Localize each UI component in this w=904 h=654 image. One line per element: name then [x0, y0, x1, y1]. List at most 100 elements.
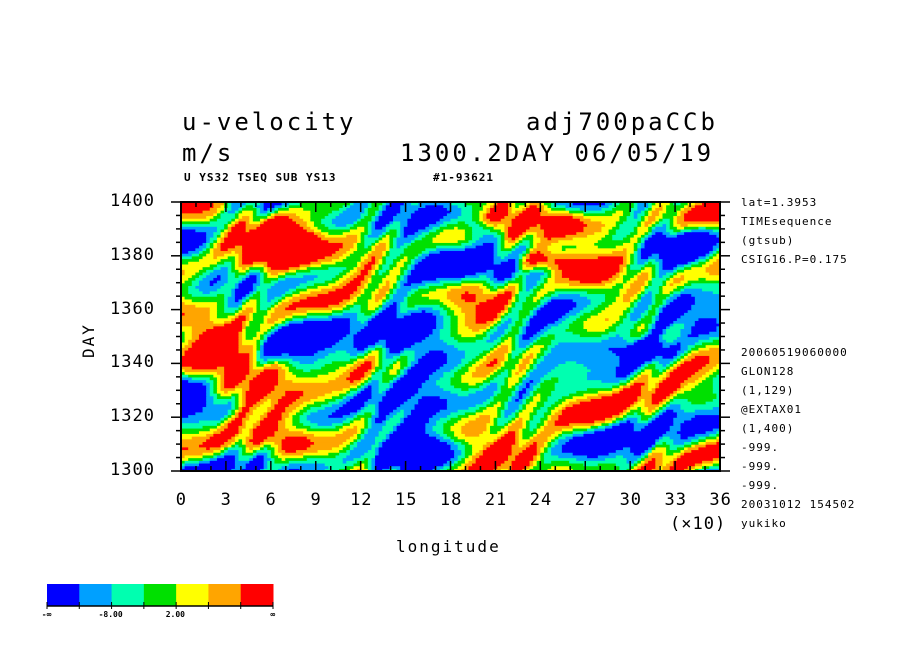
heat-cell [400, 368, 405, 373]
heat-cell [213, 266, 222, 270]
heat-cell [587, 387, 613, 391]
heat-cell [410, 212, 448, 217]
heat-cell [263, 352, 283, 356]
heat-cell [285, 436, 308, 440]
heat-cell [615, 419, 620, 424]
heat-cell [181, 231, 207, 235]
side-info-line: (1,129) [741, 384, 795, 397]
heat-cell [274, 384, 351, 389]
heat-cell [648, 374, 653, 378]
heat-cell [551, 204, 567, 208]
heat-cell [389, 280, 398, 284]
heat-cell [375, 347, 383, 351]
heat-cell [443, 220, 459, 225]
heat-cell [486, 320, 495, 324]
heat-cell [353, 250, 369, 254]
heat-cell [662, 215, 674, 219]
heat-cell [525, 255, 531, 260]
heat-cell [673, 358, 678, 362]
heat-cell [658, 406, 664, 410]
heat-cell [331, 411, 351, 416]
heat-cell [472, 212, 480, 217]
heat-cell [662, 398, 667, 402]
heat-cell [278, 379, 293, 383]
heat-cell [662, 258, 696, 262]
heat-cell [234, 395, 240, 399]
heat-cell [418, 390, 452, 394]
heat-cell [260, 422, 279, 426]
heat-cell [238, 253, 243, 257]
heat-cell [245, 223, 261, 227]
heat-cell [504, 236, 513, 241]
heat-cell [525, 387, 534, 391]
heat-cell [507, 323, 516, 327]
heat-cell [414, 261, 419, 265]
heat-cell [432, 371, 444, 375]
heat-cell [612, 417, 617, 421]
heat-cell [669, 446, 678, 451]
heat-cell [676, 271, 710, 276]
heat-cell [590, 218, 620, 222]
heat-cell [181, 398, 207, 402]
heat-cell [306, 223, 315, 227]
heat-cell [676, 226, 685, 230]
heat-cell [396, 290, 408, 295]
heat-cell [331, 317, 351, 321]
heat-cell [184, 371, 218, 375]
heat-cell [267, 333, 272, 338]
heat-cell [712, 376, 720, 381]
heat-cell [497, 285, 505, 289]
heat-cell [475, 306, 505, 311]
x-tick-label: 30 [619, 490, 643, 510]
heat-cell [712, 261, 720, 265]
heat-cell [331, 218, 358, 222]
heat-cell [698, 277, 707, 281]
heat-cell [245, 376, 254, 381]
heat-cell [360, 409, 376, 413]
heat-cell [554, 269, 563, 273]
heat-cell [238, 382, 250, 386]
heat-cell [468, 454, 473, 459]
heat-cell [335, 261, 358, 265]
heat-cell [364, 266, 373, 270]
heat-cell [181, 250, 189, 254]
heat-cell [479, 274, 488, 278]
heat-cell [468, 406, 480, 410]
heat-cell [252, 293, 261, 297]
heat-cell [540, 306, 574, 311]
heat-cell [637, 317, 642, 321]
heat-cell [479, 212, 484, 217]
heat-cell [181, 301, 186, 305]
heat-cell [410, 202, 419, 206]
heat-cell [666, 280, 674, 284]
heat-cell [515, 263, 520, 268]
heat-cell [522, 333, 534, 338]
heat-cell [525, 323, 531, 327]
heat-cell [662, 406, 667, 410]
heat-cell [249, 360, 254, 364]
heat-cell [216, 379, 222, 383]
heat-cell [482, 452, 513, 456]
heat-cell [454, 309, 462, 313]
heat-cell [436, 382, 452, 386]
heat-cell [385, 347, 391, 351]
heat-cell [630, 301, 635, 305]
heat-cell [640, 366, 646, 370]
heat-cell [687, 210, 720, 214]
heat-cell [651, 417, 656, 421]
heat-cell [202, 290, 211, 295]
heat-cell [561, 269, 620, 273]
heat-cell [507, 382, 516, 386]
heat-cell [428, 376, 441, 381]
heat-cell [242, 419, 247, 424]
heat-cell [590, 309, 603, 313]
heat-cell [382, 306, 387, 311]
heat-cell [644, 231, 649, 235]
y-tick-label: 1320 [110, 406, 155, 427]
heat-cell [518, 409, 523, 413]
heat-cell [342, 285, 358, 289]
heat-cell [511, 341, 516, 346]
heat-cell [554, 430, 563, 434]
heat-cell [655, 218, 660, 222]
heat-cell [274, 328, 279, 332]
